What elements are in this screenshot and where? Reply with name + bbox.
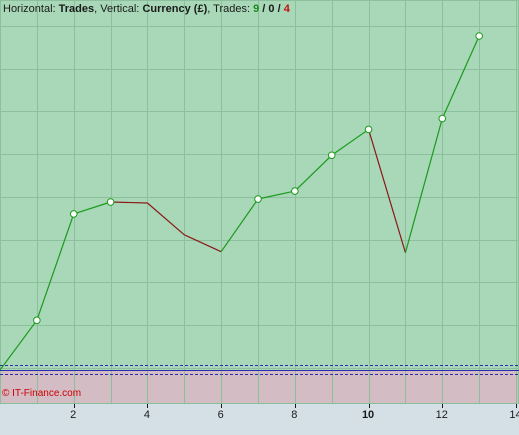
vertical-label: Vertical: (100, 3, 140, 15)
trade-point (475, 32, 483, 40)
trade-point (106, 198, 115, 206)
x-axis: 2 4 6 8 10 12 14 (70, 404, 519, 421)
winning-trade-segment (294, 154, 333, 192)
copyright-text: © IT-Finance.com (2, 388, 82, 399)
winning-trade-segment (404, 118, 443, 253)
header-comma-1: , (94, 3, 101, 15)
loss-region (0, 370, 519, 404)
winning-trade-segment (0, 319, 38, 371)
axis-band (0, 404, 519, 435)
trade-point (438, 114, 447, 123)
horizontal-label: Horizontal: (3, 3, 56, 15)
x-tick-label: 2 (70, 409, 76, 421)
winning-trade-segment (441, 35, 480, 119)
separator-1: / (262, 3, 266, 15)
losses-count: 4 (283, 3, 290, 15)
zero-lines (0, 365, 519, 375)
wins-count: 9 (253, 3, 260, 15)
winning-trade-segment (36, 213, 75, 321)
x-tick-label: 14 (509, 409, 519, 421)
even-count: 0 (268, 3, 275, 15)
trade-point (254, 195, 262, 203)
trade-point (291, 187, 299, 195)
trades-label: Trades: (213, 3, 251, 15)
trade-point (327, 151, 336, 160)
winning-trade-segment (257, 190, 295, 200)
x-tick-label: 6 (218, 409, 224, 421)
losing-trade-segment (367, 129, 407, 253)
horizontal-value: Trades (58, 3, 95, 15)
profit-region (0, 0, 519, 370)
winning-trade-segment (73, 201, 111, 215)
losing-trade-segment (147, 202, 185, 236)
winning-trade-segment (220, 198, 259, 253)
header-comma-2: , (207, 3, 214, 15)
x-tick-label: 8 (291, 409, 297, 421)
vertical-value: Currency (£) (142, 3, 208, 15)
equity-points (33, 32, 483, 325)
x-tick-label: 10 (362, 409, 374, 421)
trade-point (364, 125, 373, 134)
x-tick-label: 4 (144, 409, 150, 421)
x-tick-label: 12 (436, 409, 448, 421)
separator-2: / (277, 3, 281, 15)
losing-trade-segment (110, 201, 148, 204)
winning-trade-segment (331, 128, 369, 156)
trade-point (69, 210, 78, 218)
losing-trade-segment (184, 234, 222, 253)
equity-segments (0, 35, 480, 371)
trade-point (33, 316, 41, 325)
chart-header: Horizontal: Trades, Vertical: Currency (… (3, 3, 290, 15)
